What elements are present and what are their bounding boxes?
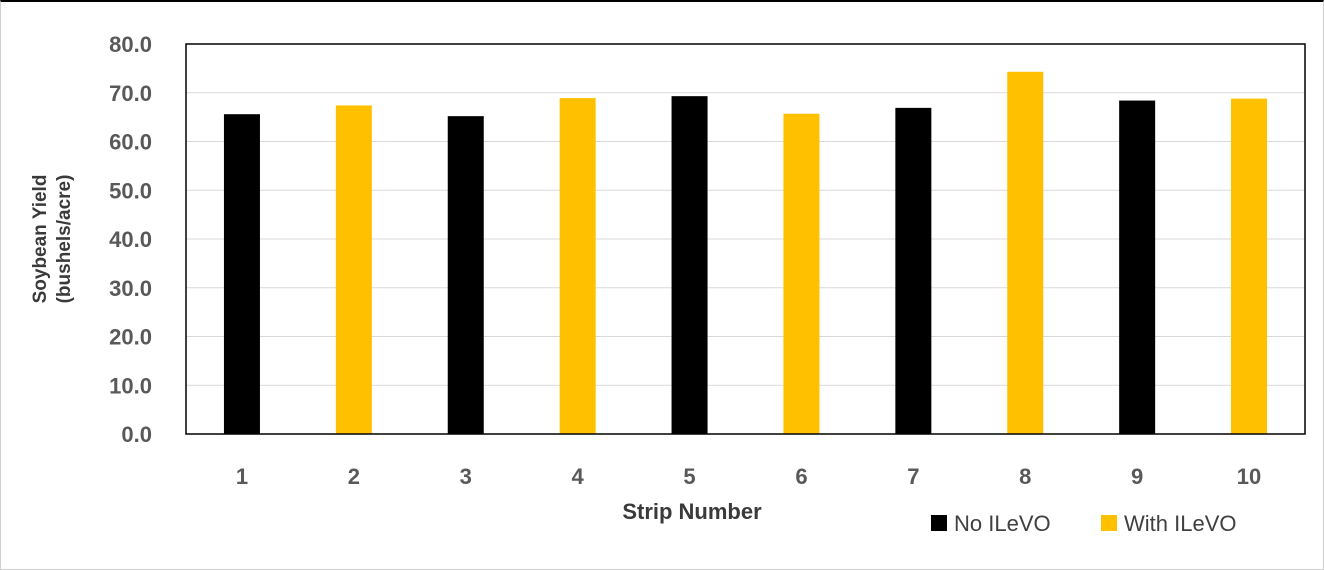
- x-tick-label: 4: [572, 464, 585, 489]
- x-tick-label: 1: [236, 464, 248, 489]
- x-tick-label: 3: [460, 464, 472, 489]
- bar-strip-9: [1119, 100, 1156, 435]
- bar-strip-10: [1231, 98, 1268, 434]
- x-tick-label: 10: [1237, 464, 1261, 489]
- x-tick-label: 7: [907, 464, 919, 489]
- x-tick-label: 8: [1019, 464, 1031, 489]
- bar-strip-4: [559, 98, 596, 435]
- legend-swatch-no-ilevo: [931, 515, 947, 531]
- legend-swatch-with-ilevo: [1101, 515, 1117, 531]
- bar-strip-8: [1007, 71, 1044, 434]
- plot-area-border: [185, 43, 1306, 435]
- y-tick-labels: 0.0 10.0 20.0 30.0 40.0 50.0 60.0 70.0 80.0: [109, 32, 152, 447]
- x-tick-label: 6: [795, 464, 807, 489]
- y-axis-title-line-1: Soybean Yield: [30, 175, 51, 304]
- bar-strip-7: [895, 107, 932, 435]
- bars: [223, 71, 1268, 435]
- y-tick-label: 70.0: [109, 81, 152, 106]
- y-tick-label: 80.0: [109, 32, 152, 57]
- y-tick-label: 20.0: [109, 325, 152, 350]
- y-tick-label: 60.0: [109, 130, 152, 155]
- x-tick-label: 5: [683, 464, 695, 489]
- legend-label-with-ilevo: With ILeVO: [1124, 511, 1236, 536]
- x-tick-labels: 1 2 3 4 5 6 7 8 9 10: [236, 464, 1261, 489]
- legend-label-no-ilevo: No ILeVO: [954, 511, 1051, 536]
- bar-strip-2: [335, 105, 372, 435]
- x-tick-label: 2: [348, 464, 360, 489]
- y-tick-label: 50.0: [109, 178, 152, 203]
- y-tick-label: 10.0: [109, 373, 152, 398]
- bar-strip-6: [783, 113, 820, 435]
- bar-strip-5: [671, 96, 708, 434]
- x-axis-title: Strip Number: [622, 499, 762, 524]
- legend: No ILeVO With ILeVO: [931, 511, 1236, 536]
- y-axis-title-line-2: (bushels/acre): [54, 175, 75, 304]
- y-axis-title: Soybean Yield (bushels/acre): [30, 175, 75, 304]
- x-tick-label: 9: [1131, 464, 1143, 489]
- y-tick-label: 30.0: [109, 276, 152, 301]
- y-tick-label: 0.0: [121, 422, 152, 447]
- bar-strip-3: [447, 116, 484, 435]
- bar-strip-1: [223, 114, 260, 434]
- gridlines: [186, 92, 1305, 386]
- y-tick-label: 40.0: [109, 227, 152, 252]
